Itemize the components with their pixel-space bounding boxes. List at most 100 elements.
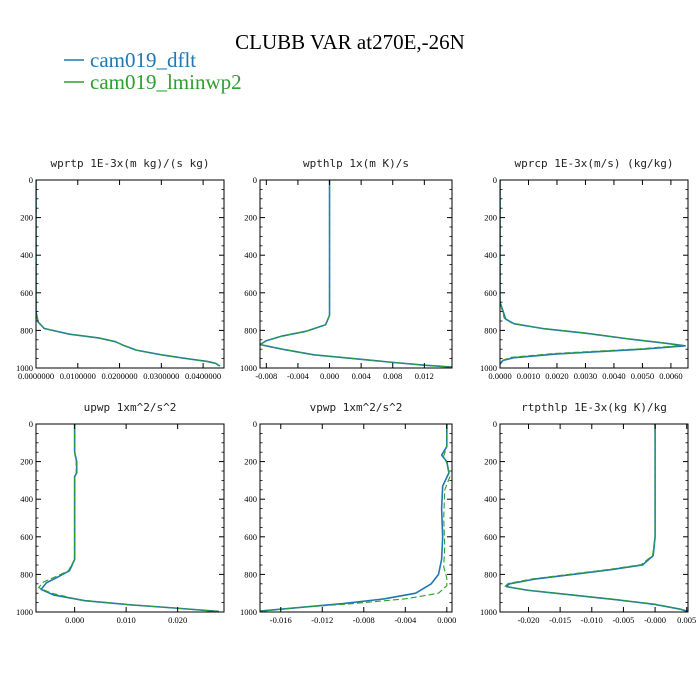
- y-tick-label: 0: [29, 175, 33, 185]
- plot-frame: [35, 423, 225, 613]
- panel-title: upwp 1xm^2/s^2: [84, 401, 177, 414]
- x-tick-label: -0.012: [311, 615, 333, 625]
- series-line-dflt: [505, 424, 688, 612]
- x-tick-label: -0.010: [581, 615, 603, 625]
- y-tick-label: 800: [484, 325, 497, 335]
- series-line-lminwp2: [36, 180, 221, 367]
- series-line-dflt: [260, 180, 452, 368]
- x-tick-label: 0.0400000: [185, 371, 221, 381]
- y-tick-label: 1000: [16, 607, 33, 617]
- x-tick-label: -0.008: [353, 615, 375, 625]
- x-tick-label: 0.0050: [631, 371, 654, 381]
- x-tick-label: 0.0200000: [101, 371, 137, 381]
- y-tick-label: 400: [244, 494, 257, 504]
- y-tick-label: 0: [493, 175, 497, 185]
- x-tick-label: 0.000: [320, 371, 339, 381]
- panel-title: vpwp 1xm^2/s^2: [310, 401, 403, 414]
- y-tick-label: 200: [20, 213, 33, 223]
- y-tick-label: 600: [20, 288, 33, 298]
- x-tick-label: -0.015: [549, 615, 571, 625]
- x-tick-label: 0.0000: [488, 371, 511, 381]
- series-line-lminwp2: [38, 424, 219, 612]
- y-tick-label: 600: [20, 532, 33, 542]
- x-tick-label: 0.0100000: [60, 371, 96, 381]
- legend: cam019_dflt cam019_lminwp2: [64, 48, 242, 94]
- panel-3: wprcp 1E-3x(m/s) (kg/kg) 0 200 400 600 800 100…: [480, 157, 689, 381]
- y-tick-label: 1000: [240, 363, 257, 373]
- y-tick-label: 0: [253, 419, 257, 429]
- series-line-lminwp2: [260, 180, 452, 368]
- x-tick-label: 0.0040: [602, 371, 625, 381]
- y-tick-label: 200: [244, 457, 257, 467]
- y-tick-label: 400: [484, 494, 497, 504]
- x-tick-label: 0.010: [117, 615, 136, 625]
- x-tick-label: 0.008: [383, 371, 402, 381]
- y-tick-label: 800: [484, 569, 497, 579]
- y-tick-label: 400: [20, 494, 33, 504]
- y-tick-label: 200: [484, 213, 497, 223]
- y-tick-label: 800: [20, 325, 33, 335]
- y-tick-label: 600: [484, 532, 497, 542]
- x-tick-label: -0.016: [270, 615, 292, 625]
- y-tick-label: 200: [244, 213, 257, 223]
- series-line-dflt: [500, 180, 686, 365]
- figure-title: CLUBB VAR at270E,-26N: [235, 30, 465, 54]
- series-line-lminwp2: [500, 180, 683, 365]
- y-tick-label: 200: [20, 457, 33, 467]
- panel-5: vpwp 1xm^2/s^2 0 200 400 600 800 1000 -0.016 -0.…: [240, 401, 456, 625]
- y-tick-label: 1000: [240, 607, 257, 617]
- y-tick-label: 600: [484, 288, 497, 298]
- y-tick-label: 400: [484, 250, 497, 260]
- y-tick-label: 1000: [480, 607, 497, 617]
- x-tick-label: -0.004: [394, 615, 417, 625]
- x-tick-label: 0.020: [168, 615, 187, 625]
- y-tick-label: 800: [244, 569, 257, 579]
- panel-4: upwp 1xm^2/s^2 0 200 400 600 800 1000 0.000 0.01…: [16, 401, 225, 625]
- x-tick-label: 0.0300000: [143, 371, 179, 381]
- y-tick-label: 400: [244, 250, 257, 260]
- series-line-lminwp2: [504, 424, 688, 612]
- legend-label-lminwp2: cam019_lminwp2: [90, 70, 242, 94]
- y-tick-label: 800: [244, 325, 257, 335]
- y-tick-label: 1000: [16, 363, 33, 373]
- x-tick-label: -0.004: [287, 371, 310, 381]
- x-tick-label: 0.004: [352, 371, 372, 381]
- plot-frame: [499, 423, 689, 613]
- series-line-dflt: [36, 180, 221, 367]
- plot-frame: [35, 179, 225, 369]
- x-tick-label: 0.005: [677, 615, 696, 625]
- panel-2: wpthlp 1x(m K)/s 0 200 400 600 800 1000-0.008-…: [240, 157, 453, 381]
- panel-6: rtpthlp 1E-3x(kg K)/kg 0 200 400 600 800 1000 -…: [480, 401, 696, 625]
- series-line-dflt: [40, 424, 219, 612]
- panel-title: rtpthlp 1E-3x(kg K)/kg: [521, 401, 667, 414]
- y-tick-label: 600: [244, 532, 257, 542]
- y-tick-label: 0: [29, 419, 33, 429]
- x-tick-label: 0.000: [65, 615, 84, 625]
- y-tick-label: 600: [244, 288, 257, 298]
- series-line-lminwp2: [260, 424, 451, 612]
- plot-frame: [499, 179, 689, 369]
- y-tick-label: 400: [20, 250, 33, 260]
- x-tick-label: 0.0020: [545, 371, 568, 381]
- x-tick-label: -0.005: [612, 615, 634, 625]
- x-tick-label: -0.008: [255, 371, 277, 381]
- y-tick-label: 800: [20, 569, 33, 579]
- x-tick-label: 0.012: [415, 371, 434, 381]
- x-tick-label: 0.0060: [659, 371, 682, 381]
- y-tick-label: 0: [493, 419, 497, 429]
- panels: wprtp 1E-3x(m kg)/(s kg) 0 200 400 600 800 100…: [16, 157, 696, 625]
- y-tick-label: 1000: [480, 363, 497, 373]
- plot-frame: [259, 179, 453, 369]
- x-tick-label: 0.0000000: [18, 371, 54, 381]
- x-tick-label: 0.0030: [574, 371, 597, 381]
- y-tick-label: 0: [253, 175, 257, 185]
- legend-label-dflt: cam019_dflt: [90, 48, 196, 72]
- x-tick-label: -0.000: [644, 615, 666, 625]
- y-tick-label: 200: [484, 457, 497, 467]
- x-tick-label: -0.020: [518, 615, 540, 625]
- panel-1: wprtp 1E-3x(m kg)/(s kg) 0 200 400 600 800 100…: [16, 157, 225, 381]
- plot-frame: [259, 423, 453, 613]
- x-tick-label: 0.0010: [517, 371, 540, 381]
- panel-title: wprcp 1E-3x(m/s) (kg/kg): [515, 157, 674, 170]
